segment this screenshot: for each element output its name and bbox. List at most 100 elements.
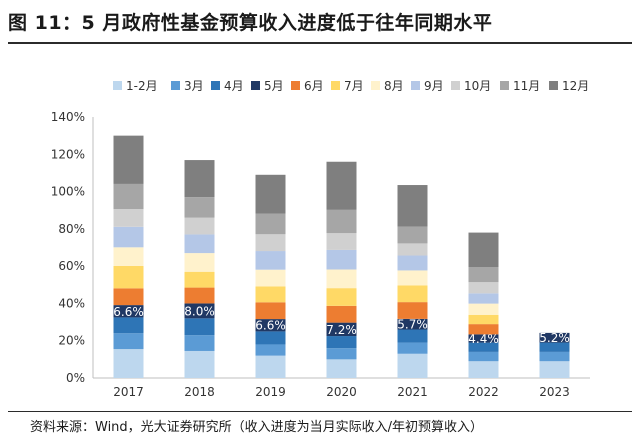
bar-segment <box>113 226 144 248</box>
data-label: 8.0% <box>184 304 215 318</box>
page-title: 图 11：5 月政府性基金预算收入进度低于往年同期水平 <box>8 12 493 34</box>
bar-segment <box>113 333 144 350</box>
y-tick-label: 0% <box>66 371 85 385</box>
bar-segment <box>468 303 499 315</box>
bar-segment <box>113 183 144 210</box>
legend-label: 12月 <box>562 79 589 93</box>
bar-segment <box>255 174 286 214</box>
bar-segment <box>184 335 215 351</box>
bar-segment <box>326 359 357 378</box>
legend-swatch <box>371 81 380 90</box>
x-tick-label: 2023 <box>539 385 570 399</box>
bar-segment <box>397 353 428 378</box>
y-tick-label: 100% <box>51 185 85 199</box>
bar-segment <box>397 185 428 227</box>
bar-segment <box>113 135 144 184</box>
legend-swatch <box>113 81 122 90</box>
data-label: 6.6% <box>113 305 144 319</box>
bar-segment <box>397 302 428 319</box>
bar-segment <box>468 324 499 335</box>
x-tick-label: 2019 <box>255 385 286 399</box>
source-divider <box>8 411 632 412</box>
y-tick-label: 20% <box>58 334 85 348</box>
data-label: 5.7% <box>397 318 428 332</box>
bar-segment <box>468 293 499 304</box>
legend-label: 1-2月 <box>126 79 158 93</box>
data-label: 6.6% <box>255 319 286 333</box>
legend-label: 8月 <box>384 79 404 93</box>
bar-segment <box>326 233 357 250</box>
legend-label: 6月 <box>304 79 324 93</box>
legend-label: 11月 <box>513 79 540 93</box>
data-label: 5.2% <box>539 331 570 345</box>
bar-segment <box>326 288 357 306</box>
bar-segment <box>326 161 357 210</box>
bar-segment <box>113 349 144 378</box>
bar-segment <box>468 351 499 362</box>
y-tick-label: 120% <box>51 147 85 161</box>
bar-segment <box>468 361 499 378</box>
legend-swatch <box>500 81 509 90</box>
bar-segment <box>184 350 215 378</box>
y-tick-label: 40% <box>58 296 85 310</box>
legend-swatch <box>451 81 460 90</box>
bar-segment <box>184 160 215 198</box>
legend-swatch <box>291 81 300 90</box>
legend-swatch <box>549 81 558 90</box>
bar-segment <box>326 209 357 234</box>
data-label: 7.2% <box>326 323 357 337</box>
bar-segment <box>326 348 357 360</box>
bar-segment <box>255 234 286 252</box>
bar-segment <box>184 287 215 304</box>
legend-label: 4月 <box>224 79 244 93</box>
legend-swatch <box>211 81 220 90</box>
y-tick-label: 80% <box>58 222 85 236</box>
bar-segment <box>113 209 144 227</box>
bar-segment <box>397 255 428 271</box>
bar-segment <box>468 232 499 268</box>
bar-segment <box>326 305 357 323</box>
bar-segment <box>255 344 286 356</box>
legend-label: 10月 <box>464 79 491 93</box>
bar-segment <box>184 271 215 288</box>
legend-label: 9月 <box>424 79 444 93</box>
bar-segment <box>468 314 499 325</box>
bar-segment <box>397 243 428 256</box>
bar-segment <box>539 361 570 378</box>
bar-segment <box>113 247 144 266</box>
bar-segment <box>184 234 215 254</box>
bar-segment <box>184 318 215 336</box>
bar-segment <box>397 318 428 330</box>
bar-segment <box>255 355 286 378</box>
bar-segment <box>184 217 215 235</box>
title-divider <box>8 42 632 44</box>
bar-segment <box>255 213 286 235</box>
x-tick-label: 2018 <box>184 385 215 399</box>
y-tick-label: 140% <box>51 110 85 124</box>
bar-segment <box>255 269 286 287</box>
bar-segment <box>326 269 357 289</box>
bar-segment <box>113 305 144 318</box>
data-label: 4.4% <box>468 332 499 346</box>
bar-segment <box>468 282 499 294</box>
bar-segment <box>468 342 499 352</box>
bar-segment <box>539 342 570 352</box>
legend-label: 7月 <box>344 79 364 93</box>
x-tick-label: 2022 <box>468 385 499 399</box>
bar-segment <box>184 303 215 319</box>
bar-segment <box>255 251 286 270</box>
bar-segment <box>397 342 428 354</box>
bar-segment <box>326 322 357 337</box>
source-note: 资料来源：Wind，光大证券研究所（收入进度为当月实际收入/年初预算收入） <box>30 420 484 435</box>
bar-segment <box>255 286 286 303</box>
bar-segment <box>468 334 499 343</box>
bar-segment <box>326 336 357 349</box>
bar-segment <box>113 265 144 289</box>
bar-segment <box>113 317 144 334</box>
bar-segment <box>468 267 499 283</box>
bar-segment <box>397 285 428 303</box>
bar-segment <box>326 249 357 270</box>
legend-label: 5月 <box>264 79 284 93</box>
bar-segment <box>255 319 286 332</box>
